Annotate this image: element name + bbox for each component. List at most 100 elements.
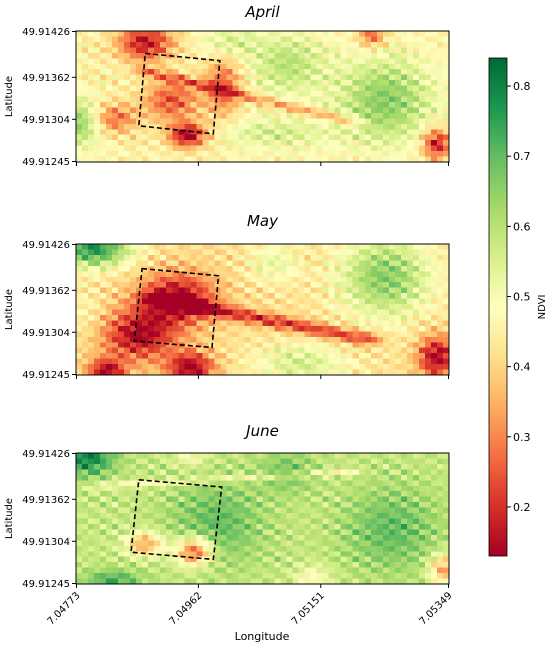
ndvi-cell	[94, 91, 101, 98]
ndvi-cell	[394, 545, 402, 552]
ndvi-cell	[178, 118, 185, 125]
ndvi-cell	[376, 151, 384, 158]
ndvi-cell	[154, 260, 161, 267]
ndvi-cell	[412, 364, 420, 371]
ndvi-cell	[106, 353, 113, 360]
ndvi-cell	[172, 551, 179, 558]
ndvi-cell	[256, 358, 264, 365]
ndvi-cell	[232, 480, 240, 487]
ndvi-panels: April49.9142649.9136249.9130449.91245Lat…	[4, 3, 455, 627]
ndvi-cell	[442, 112, 450, 119]
ndvi-cell	[220, 551, 228, 558]
ndvi-cell	[166, 85, 173, 92]
ndvi-cell	[442, 562, 450, 569]
ndvi-cell	[166, 314, 173, 322]
ndvi-cell	[406, 545, 414, 552]
ndvi-cell	[274, 52, 282, 59]
ndvi-cell	[76, 320, 83, 327]
ndvi-cell	[430, 325, 438, 332]
ndvi-cell	[202, 567, 209, 574]
ndvi-cell	[124, 298, 131, 305]
ndvi-cell	[178, 320, 185, 327]
ndvi-cell	[358, 74, 366, 81]
ndvi-cell	[400, 573, 408, 580]
ndvi-cell	[94, 474, 101, 481]
ndvi-cell	[292, 69, 300, 76]
ndvi-cell	[196, 534, 203, 541]
ndvi-cell	[154, 518, 161, 525]
ndvi-cell	[250, 453, 258, 460]
ndvi-cell	[124, 534, 131, 541]
ndvi-cell	[82, 101, 89, 109]
ndvi-cell	[340, 69, 348, 76]
ndvi-cell	[322, 41, 330, 48]
ndvi-cell	[130, 342, 137, 349]
ndvi-cell	[394, 118, 402, 125]
ndvi-cell	[106, 314, 113, 322]
ndvi-cell	[352, 331, 360, 338]
ndvi-cell	[106, 304, 113, 311]
ndvi-cell	[208, 304, 215, 311]
ndvi-cell	[370, 145, 378, 152]
ndvi-cell	[166, 556, 173, 563]
ndvi-cell	[136, 74, 143, 81]
ndvi-cell	[400, 265, 408, 272]
ndvi-cell	[88, 304, 95, 311]
ndvi-cell	[178, 151, 185, 158]
ndvi-cell	[214, 47, 221, 54]
ndvi-cell	[424, 562, 432, 569]
ndvi-cell	[418, 52, 426, 59]
ndvi-cell	[388, 31, 396, 38]
ndvi-cell	[310, 52, 318, 59]
ndvi-cell	[190, 342, 197, 349]
ndvi-cell	[292, 298, 300, 305]
ndvi-cell	[244, 353, 252, 360]
ndvi-cell	[370, 540, 378, 547]
ndvi-cell	[262, 529, 270, 536]
ndvi-cell	[214, 123, 221, 130]
ndvi-cell	[358, 578, 366, 585]
ndvi-cell	[274, 140, 282, 147]
ndvi-cell	[94, 134, 101, 141]
ndvi-cell	[340, 463, 348, 470]
ndvi-cell	[184, 282, 191, 289]
ndvi-cell	[412, 469, 420, 476]
ndvi-cell	[208, 309, 215, 316]
ndvi-cell	[94, 69, 101, 76]
ndvi-cell	[172, 474, 179, 481]
ndvi-cell	[100, 85, 107, 92]
ndvi-cell	[352, 336, 360, 343]
ndvi-cell	[304, 134, 312, 141]
ndvi-cell	[76, 567, 83, 574]
ndvi-cell	[286, 309, 294, 316]
ndvi-cell	[322, 347, 330, 354]
ndvi-cell	[88, 91, 95, 98]
ndvi-cell	[88, 151, 95, 158]
ndvi-cell	[292, 485, 300, 492]
ndvi-cell	[286, 469, 294, 476]
ndvi-cell	[148, 112, 155, 119]
ndvi-cell	[334, 485, 342, 492]
ndvi-cell	[442, 244, 450, 251]
ndvi-cell	[370, 496, 378, 503]
ndvi-cell	[256, 123, 264, 130]
ndvi-cell	[436, 129, 444, 136]
ndvi-cell	[436, 325, 444, 332]
ndvi-cell	[88, 63, 95, 70]
ndvi-cell	[430, 151, 438, 158]
ndvi-cell	[124, 145, 131, 152]
ndvi-cell	[190, 347, 197, 354]
ndvi-cell	[406, 325, 414, 332]
ndvi-cell	[316, 369, 324, 376]
ndvi-cell	[244, 31, 252, 38]
ndvi-cell	[142, 480, 149, 487]
ndvi-cell	[334, 573, 342, 580]
ndvi-cell	[424, 342, 432, 349]
ndvi-cell	[316, 249, 324, 256]
ndvi-cell	[352, 342, 360, 349]
ndvi-cell	[376, 74, 384, 81]
ndvi-cell	[166, 336, 173, 343]
ndvi-cell	[430, 36, 438, 43]
ndvi-cell	[298, 287, 306, 294]
ndvi-cell	[82, 298, 89, 305]
